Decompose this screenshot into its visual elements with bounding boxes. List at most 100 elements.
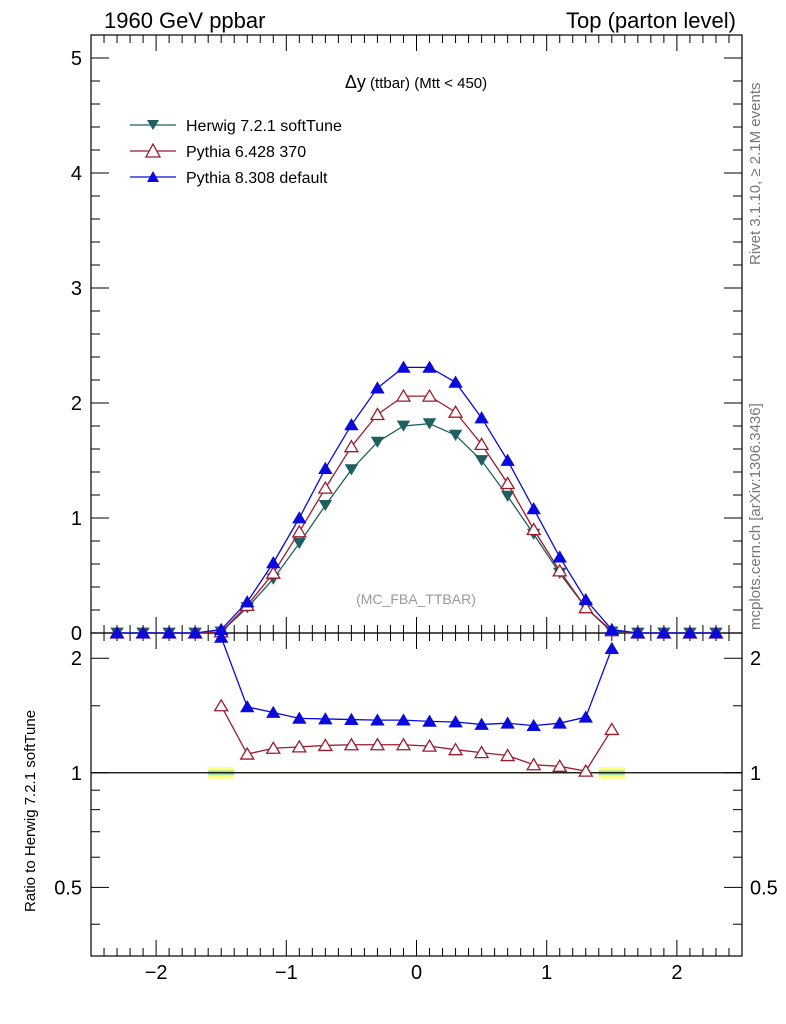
ratio-y-tick-label: 2 [71, 648, 82, 670]
data-point [396, 360, 411, 373]
ratio-uncertainty-band [91, 767, 742, 779]
ratio-point [500, 748, 516, 762]
data-point [526, 502, 541, 515]
plot-title-sub: (ttbar) (Mtt < 450) [366, 75, 487, 92]
data-point [604, 622, 620, 635]
ratio-y-tick-label-right: 2 [750, 648, 761, 670]
ratio-y-tick-label: 0.5 [54, 877, 82, 899]
ratio-point [604, 722, 620, 736]
main-y-tick-label: 0 [71, 623, 82, 645]
data-point [422, 360, 437, 373]
ratio-point [422, 714, 437, 727]
data-point [682, 626, 698, 639]
data-point [187, 626, 203, 639]
ratio-point [395, 737, 412, 751]
ratio-point [526, 757, 542, 771]
legend-marker-triangle-open [144, 142, 162, 158]
data-point [500, 476, 516, 490]
data-point [395, 388, 412, 402]
ratio-point [396, 713, 411, 726]
ratio-point [526, 718, 541, 732]
data-point [422, 418, 437, 430]
x-tick-label: 1 [541, 962, 552, 984]
data-point [161, 626, 177, 639]
data-point [318, 499, 333, 512]
data-point [448, 429, 463, 441]
ratio-line [220, 637, 613, 727]
axis-tick-labels: −2 −1 0 1 2 0 1 2 3 4 5 0.5 0.5 1 1 2 2 [54, 48, 778, 984]
data-point [344, 464, 359, 476]
x-tick-label: 0 [411, 962, 422, 984]
ratio-point [266, 705, 281, 718]
data-point [344, 418, 359, 431]
data-point [317, 480, 333, 494]
legend: Herwig 7.2.1 softTune Pythia 6.428 370 P… [130, 118, 342, 187]
ratio-point [317, 738, 333, 752]
main-y-tick-label: 1 [71, 508, 82, 530]
ratio-point [552, 759, 568, 772]
ratio-point [370, 713, 385, 726]
data-point [318, 461, 333, 474]
legend-entry-pythia6: Pythia 6.428 370 [130, 142, 306, 161]
x-tick-label: −1 [275, 962, 298, 984]
data-point [266, 556, 281, 569]
ratio-y-tick-label: 1 [71, 763, 82, 785]
legend-label-pythia6: Pythia 6.428 370 [186, 144, 306, 161]
ratio-y-axis-label: Ratio to Herwig 7.2.1 softTune [22, 710, 39, 912]
ratio-point [578, 763, 594, 777]
ratio-point [292, 711, 307, 724]
data-point [473, 437, 490, 451]
legend-entry-herwig: Herwig 7.2.1 softTune [130, 118, 342, 135]
data-point [630, 626, 646, 639]
main-y-tick-label: 4 [71, 163, 82, 185]
data-point [552, 550, 567, 563]
plot-title: Δy (ttbar) (Mtt < 450) [345, 72, 487, 92]
data-point [292, 511, 307, 524]
data-point [292, 537, 307, 550]
data-point [109, 626, 125, 639]
ratio-point [500, 716, 515, 729]
data-point [343, 439, 360, 453]
ratio-point [265, 740, 281, 754]
ratio-point [239, 746, 255, 760]
main-y-tick-label: 3 [71, 278, 82, 300]
energy-label: 1960 GeV ppbar [104, 8, 265, 33]
ratio-point [604, 641, 620, 655]
main-series [109, 360, 724, 639]
ratio-y-tick-label-right: 1 [750, 763, 761, 785]
data-point [474, 455, 489, 467]
ratio-point [213, 630, 229, 643]
x-tick-label: 2 [671, 962, 682, 984]
data-point [578, 592, 593, 606]
ratio-point [421, 738, 438, 752]
data-point [265, 565, 281, 579]
ratio-y-tick-label-right: 0.5 [750, 877, 778, 899]
data-point [421, 388, 438, 402]
data-point [447, 404, 464, 418]
legend-entry-pythia8: Pythia 8.308 default [130, 170, 328, 187]
data-point [500, 490, 515, 502]
ratio-point [343, 737, 360, 751]
ratio-point [369, 737, 386, 751]
data-point [500, 453, 515, 466]
analysis-watermark: (MC_FBA_TTBAR) [356, 591, 476, 607]
data-point [552, 563, 568, 577]
legend-marker-triangle-down [147, 120, 159, 130]
ratio-point [344, 712, 359, 725]
data-point [240, 595, 255, 608]
data-point [291, 524, 307, 538]
mcplots-label: mcplots.cern.ch [arXiv:1306.3436] [747, 403, 764, 630]
ratio-point [552, 716, 567, 729]
data-point [370, 436, 385, 448]
legend-label-pythia8: Pythia 8.308 default [186, 170, 328, 187]
ratio-point [318, 712, 333, 725]
process-label: Top (parton level) [566, 8, 736, 33]
ratio-series [213, 630, 620, 777]
ratio-point [448, 715, 463, 728]
ratio-point [473, 745, 490, 759]
data-point [708, 626, 724, 639]
data-point [369, 407, 386, 421]
ratio-point [474, 717, 489, 730]
ratio-point [291, 739, 307, 753]
